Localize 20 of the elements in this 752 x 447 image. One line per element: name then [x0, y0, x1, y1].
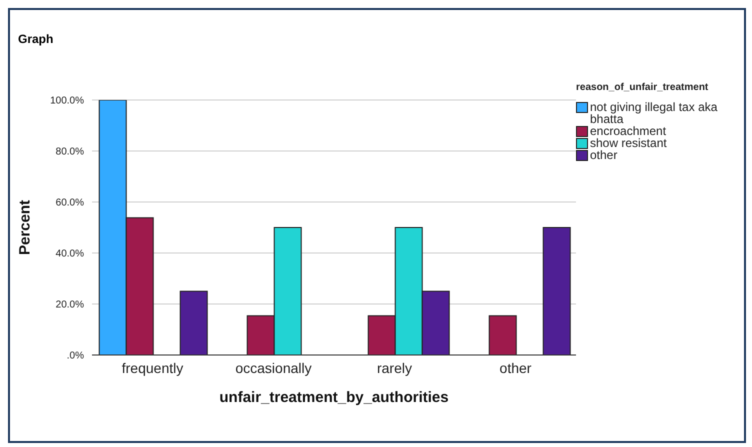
- y-tick-label: 100.0%: [50, 96, 84, 107]
- bar: [488, 315, 517, 355]
- x-axis-title: unfair_treatment_by_authorities: [219, 389, 449, 406]
- y-axis-title: Percent: [16, 200, 34, 256]
- bar: [180, 290, 208, 355]
- legend-label: other: [590, 148, 618, 162]
- x-tick-label: occasionally: [235, 360, 312, 376]
- y-tick-label: 40.0%: [56, 248, 84, 260]
- x-tick-label: rarely: [376, 360, 412, 376]
- chart-title: Graph: [18, 32, 54, 46]
- legend-label: show resistant: [590, 136, 668, 150]
- legend-title: reason_of_unfair_treatment: [576, 82, 710, 93]
- y-tick-label: 80.0%: [56, 146, 84, 158]
- bar: [542, 227, 571, 355]
- legend-label: encroachment: [590, 124, 668, 138]
- y-tick-label: 60.0%: [56, 198, 84, 209]
- x-tick-label: frequently: [122, 360, 184, 376]
- y-tick-label: 20.0%: [56, 300, 84, 311]
- x-tick-label: other: [500, 360, 532, 376]
- y-tick-label: .0%: [66, 350, 84, 362]
